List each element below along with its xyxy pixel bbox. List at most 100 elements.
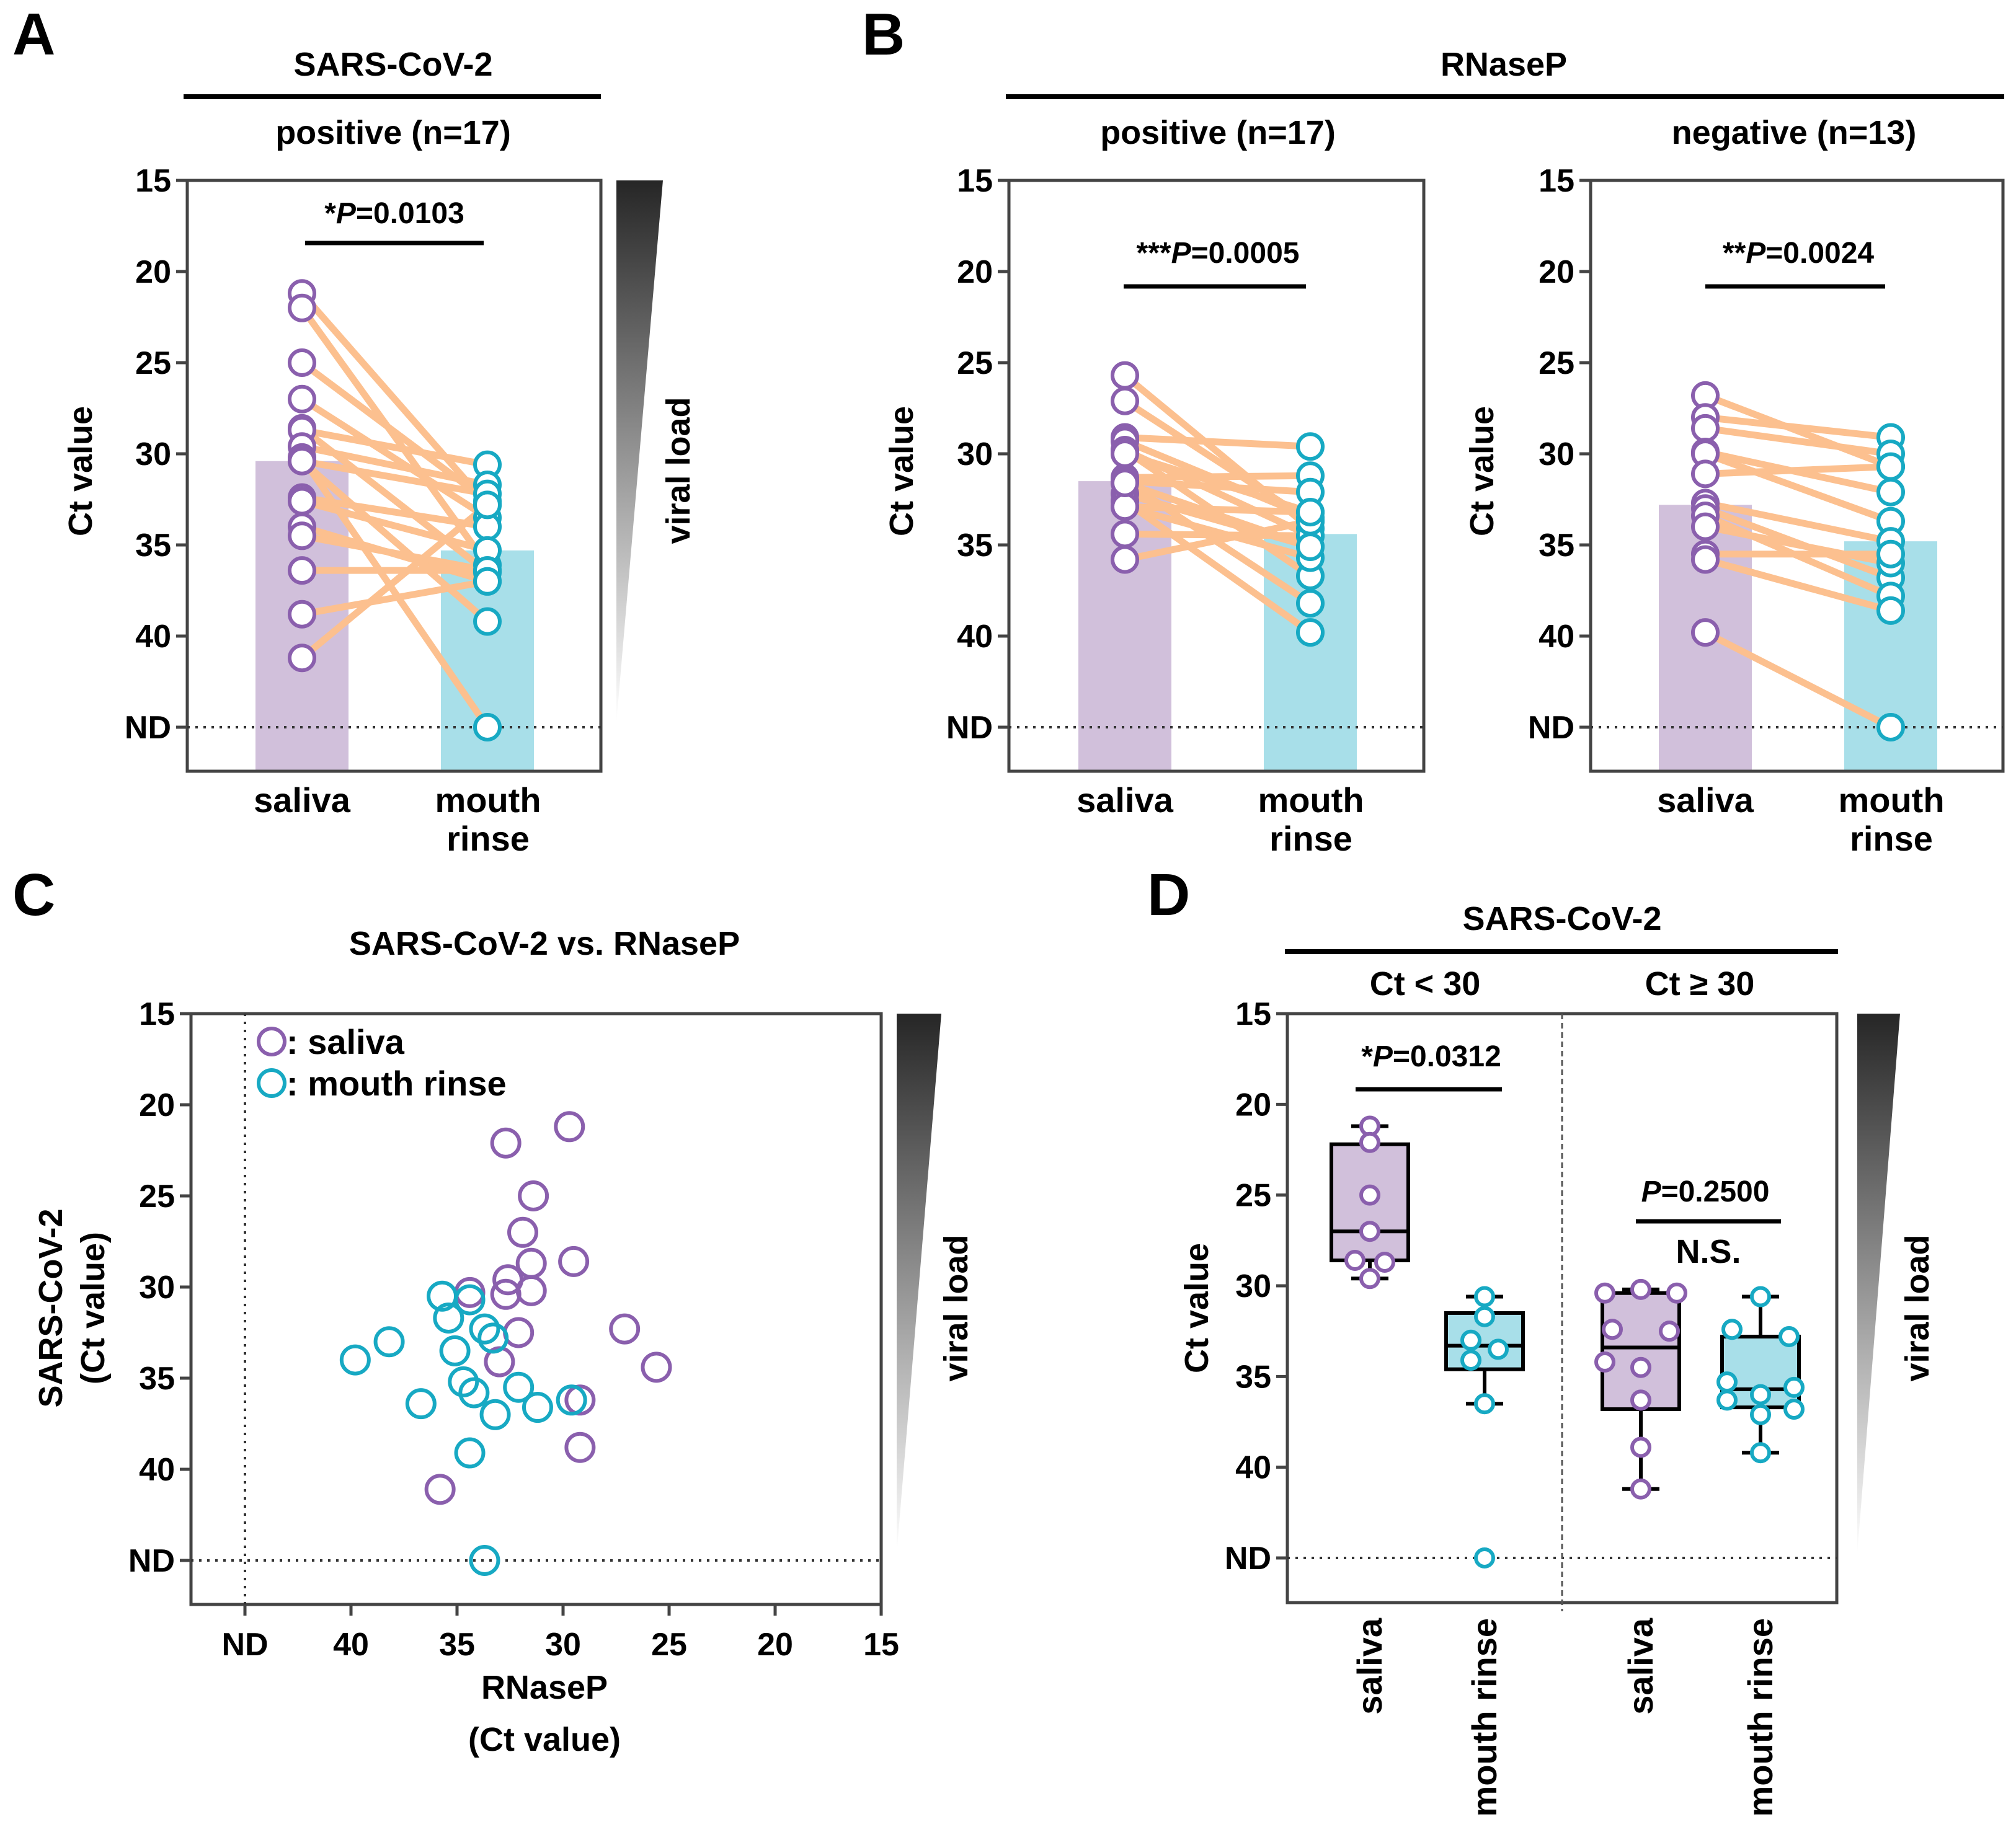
- panel-a-viral-load-label: viral load: [660, 397, 697, 544]
- viral-load-wedge-icon: [897, 1014, 941, 1554]
- panel-d-box-1-point: [1359, 1268, 1380, 1290]
- panel-c-xtick-label: 35: [439, 1627, 475, 1663]
- panel-b-left-pair-line: [1124, 503, 1311, 516]
- panel-a-pair-line: [301, 532, 489, 574]
- panel-d-ylabel: Ct value: [1178, 1243, 1215, 1373]
- panel-d-box-2-point: [1474, 1547, 1495, 1568]
- panel-c-point-mouth-rinse: [556, 1384, 587, 1416]
- panel-c-point-saliva: [564, 1431, 596, 1463]
- panel-c-point-saliva: [507, 1216, 539, 1248]
- panel-b-right-pair-line: [1705, 425, 1891, 458]
- panel-d-box-2-point: [1474, 1306, 1495, 1327]
- panel-c-point-saliva: [503, 1317, 535, 1348]
- panel-c-point-mouth-rinse: [405, 1388, 437, 1420]
- panel-a-pair-line: [301, 443, 489, 489]
- panel-a-cat-saliva: saliva: [254, 781, 351, 820]
- panel-c-point-mouth-rinse: [448, 1366, 479, 1397]
- panel-b-right-frame: [1589, 179, 2005, 773]
- panel-c-xtick-label: 20: [757, 1627, 793, 1663]
- panel-d-box-3-point: [1602, 1319, 1623, 1340]
- panel-letter-a: A: [12, 1, 55, 68]
- panel-b-right-subheader: negative (n=13): [1672, 114, 1917, 151]
- panel-d-ytick-label: 35: [1235, 1359, 1271, 1395]
- panel-b-left-ytick-label: 15: [957, 163, 993, 199]
- panel-c-ylabel-1: SARS-CoV-2: [32, 1208, 69, 1407]
- panel-c-point-saliva: [609, 1313, 641, 1345]
- panel-a-subheader: positive (n=17): [275, 114, 511, 151]
- legend-rinse-marker-icon: [257, 1068, 286, 1098]
- panel-c-point-mouth-rinse: [477, 1322, 509, 1354]
- panel-d-box-3-point: [1594, 1282, 1615, 1304]
- panel-d-ytick-label: 40: [1235, 1450, 1271, 1486]
- panel-b-right-plot: 15 20 25 30 35 40 ND: [1528, 163, 2005, 773]
- panel-b-right-pair-line: [1705, 463, 1891, 477]
- panel-letter-d: D: [1147, 862, 1190, 928]
- panel-a-point-saliva: [288, 384, 316, 414]
- panel-d-ytick-label: 20: [1235, 1087, 1271, 1123]
- panel-b-right-point-saliva: [1691, 459, 1720, 489]
- legend-saliva-label: : saliva: [286, 1022, 405, 1061]
- panel-a-header: SARS-CoV-2: [293, 46, 492, 83]
- panel-a-point-mouth-rinse: [473, 607, 502, 636]
- panel-b-right-ytick-label: 20: [1539, 254, 1574, 290]
- panel-c-point-mouth-rinse: [522, 1392, 553, 1423]
- panel-b-left-pair-line: [1124, 450, 1312, 516]
- panel-a-ytick-label: 25: [135, 345, 171, 381]
- panel-c-xtick-label: 15: [863, 1627, 899, 1663]
- panel-a-ytick-label: 15: [135, 163, 171, 199]
- panel-b-left-ytick-label: 25: [957, 345, 993, 381]
- panel-d-pvalue-high: P=0.2500: [1641, 1175, 1770, 1208]
- panel-d-box-3-point: [1630, 1436, 1651, 1458]
- panel-c-point-mouth-rinse: [373, 1326, 405, 1358]
- panel-b-right-ytick-label: 30: [1539, 436, 1574, 472]
- panel-d-box-4-point: [1750, 1442, 1771, 1464]
- panel-b-right-point-mouth-rinse: [1876, 452, 1905, 481]
- panel-c-ytick-label: 30: [139, 1270, 175, 1306]
- panel-a-pair-line: [301, 427, 489, 469]
- panel-a-ytick-label: 40: [135, 619, 171, 655]
- panel-d-box-1-point: [1374, 1251, 1395, 1273]
- panel-c-point-mouth-rinse: [454, 1437, 486, 1469]
- panel-d-box-3-point: [1659, 1321, 1680, 1342]
- panel-c-point-mouth-rinse: [458, 1377, 490, 1409]
- panel-b-left-pair-line: [1124, 434, 1311, 450]
- panel-b-right-cat-rinse-1: mouth: [1838, 781, 1944, 820]
- panel-a-point-saliva: [288, 600, 316, 629]
- panel-b-right-ytick-label: ND: [1528, 710, 1574, 746]
- panel-a-pvalue: *P=0.0103: [324, 197, 464, 230]
- panel-d-group-low: Ct < 30: [1370, 965, 1481, 1002]
- panel-a-point-mouth-rinse: [473, 567, 502, 596]
- panel-d-pvalue-low: *P=0.0312: [1361, 1040, 1501, 1073]
- panel-b-right-point-mouth-rinse: [1876, 596, 1905, 625]
- panel-d-ytick-label: 30: [1235, 1268, 1271, 1304]
- panel-b-left-point-mouth-rinse: [1296, 589, 1325, 618]
- panel-d-box-2-point: [1488, 1338, 1509, 1360]
- panel-b-left-point-saliva: [1111, 545, 1139, 574]
- panel-c-ytick-label: ND: [128, 1543, 175, 1579]
- panel-d-box-3-point: [1630, 1478, 1651, 1500]
- panel-a-point-saliva: [288, 446, 316, 476]
- panel-c-xtick-label: ND: [221, 1627, 268, 1663]
- panel-b-right-point-saliva: [1691, 618, 1720, 647]
- panel-d-box-4-point: [1783, 1399, 1805, 1420]
- panel-c-ytick-label: 20: [139, 1087, 175, 1123]
- panel-a-pair-line: [300, 502, 490, 661]
- panel-d-box-3-point: [1630, 1389, 1651, 1411]
- panel-d-ytick-label: 25: [1235, 1178, 1271, 1214]
- panel-c-point-mouth-rinse: [433, 1302, 464, 1334]
- panel-b-right-ytick-label: 35: [1539, 528, 1574, 564]
- panel-b-right-pair-line: [1703, 629, 1893, 730]
- panel-b-right-pair-line: [1704, 499, 1892, 545]
- panel-c-point-mouth-rinse: [479, 1399, 511, 1430]
- legend-saliva-marker-icon: [257, 1027, 286, 1056]
- panel-b-left-point-saliva: [1111, 469, 1139, 498]
- panel-b-left-point-saliva: [1111, 492, 1139, 521]
- panel-d-box-1-point: [1344, 1250, 1365, 1272]
- panel-b-left-pair-line: [1124, 472, 1311, 481]
- panel-d-box-4-point: [1750, 1384, 1771, 1405]
- panel-c-frame: [189, 1012, 883, 1606]
- panel-a-ytick-label: 20: [135, 254, 171, 290]
- panel-b-left-pvalue: ***P=0.0005: [1137, 237, 1300, 270]
- panel-a-ylabel: Ct value: [62, 406, 99, 536]
